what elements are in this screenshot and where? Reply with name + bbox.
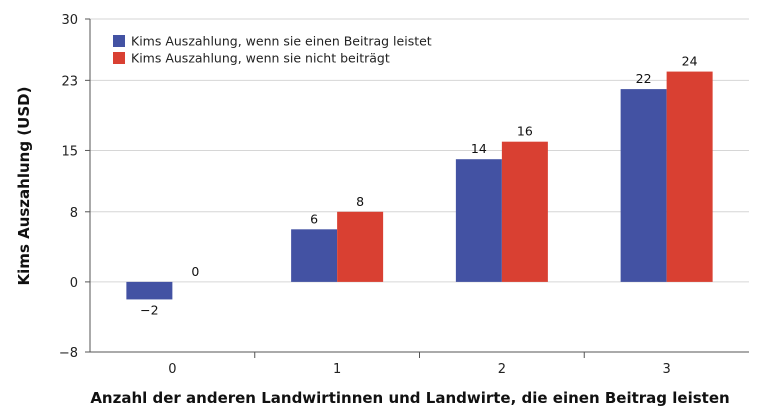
y-tick-label: 23 <box>61 74 78 89</box>
bar-series-1 <box>501 141 548 282</box>
x-tick-label: 2 <box>498 362 506 377</box>
data-label: 8 <box>356 194 364 209</box>
y-axis-label: Kims Auszahlung (USD) <box>15 87 33 286</box>
y-tick-label: 15 <box>61 144 78 159</box>
bar-series-0 <box>455 159 502 282</box>
bar-series-0 <box>620 89 667 282</box>
y-tick-label: 0 <box>70 276 78 291</box>
data-label: 6 <box>310 211 318 226</box>
legend-swatch <box>113 35 125 47</box>
data-label: 0 <box>191 264 199 279</box>
legend-entry: Kims Auszahlung, wenn sie einen Beitrag … <box>131 34 432 49</box>
y-tick-label: 8 <box>70 206 78 221</box>
y-tick-label: −8 <box>59 346 78 361</box>
data-label: 14 <box>471 141 487 156</box>
bar-series-1 <box>666 71 713 282</box>
bar-series-1 <box>337 211 384 282</box>
x-tick-label: 1 <box>333 362 341 377</box>
bar-series-0 <box>126 281 173 300</box>
x-tick-label: 3 <box>662 362 670 377</box>
value-labels: −2 0 6 8 14 16 22 24 <box>140 54 697 318</box>
legend: Kims Auszahlung, wenn sie einen Beitrag … <box>113 34 432 66</box>
legend-swatch <box>113 52 125 64</box>
bar-series-0 <box>291 229 338 282</box>
bars <box>126 71 713 300</box>
legend-entry: Kims Auszahlung, wenn sie nicht beiträgt <box>131 51 390 66</box>
x-tick-labels: 0 1 2 3 <box>168 362 671 377</box>
x-axis-label: Anzahl der anderen Landwirtinnen und Lan… <box>90 389 729 407</box>
data-label: 16 <box>517 124 533 139</box>
y-tick-labels: −8 0 8 15 23 30 <box>59 13 78 361</box>
data-label: 22 <box>636 71 652 86</box>
data-label: 24 <box>682 54 698 69</box>
y-tick-label: 30 <box>61 13 78 28</box>
x-tick-label: 0 <box>168 362 176 377</box>
axes <box>89 19 749 358</box>
data-label: −2 <box>140 302 158 317</box>
